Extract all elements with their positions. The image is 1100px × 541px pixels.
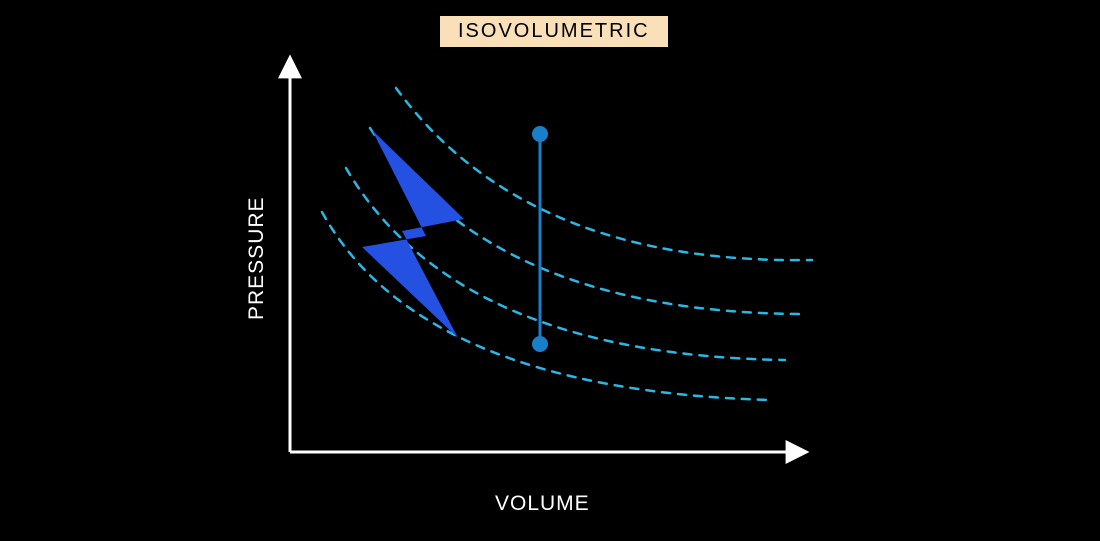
pv-diagram <box>0 0 1100 541</box>
state-point-top <box>532 126 548 142</box>
isotherm-curve <box>322 212 770 400</box>
axes-group <box>290 64 800 452</box>
energy-bolt-icon <box>362 130 464 338</box>
state-point-bottom <box>532 336 548 352</box>
isotherm-curve <box>396 88 812 260</box>
